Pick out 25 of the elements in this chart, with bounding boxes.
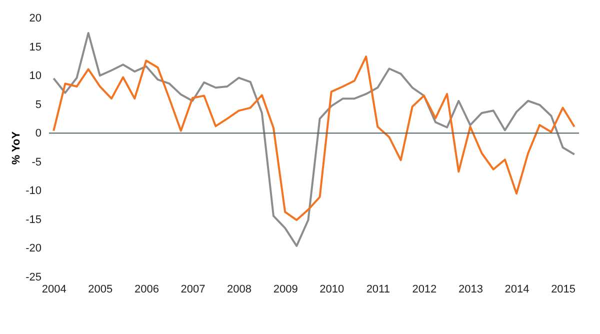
y-tick-label: -5	[32, 156, 42, 168]
line-series	[52, 56, 576, 222]
x-tick-label: 2008	[227, 284, 252, 296]
x-tick-label: 2004	[42, 284, 66, 296]
x-tick-label: 2011	[366, 284, 390, 296]
x-tick-label: 2010	[320, 284, 344, 296]
x-tick-label: 2005	[88, 284, 113, 296]
y-axis-title: % YoY	[10, 130, 23, 165]
y-tick-label: -15	[26, 214, 42, 226]
y-tick-label: 20	[29, 12, 42, 24]
x-tick-label: 2015	[551, 284, 576, 296]
x-tick-label: 2014	[504, 284, 530, 296]
y-tick-label: 10	[29, 70, 42, 82]
y-tick-label: -25	[26, 272, 42, 284]
x-tick-label: 2009	[273, 284, 298, 296]
y-tick-label: 15	[29, 41, 42, 54]
y-tick-label: -20	[26, 242, 42, 255]
x-tick-label: 2012	[412, 284, 437, 296]
line-series	[52, 32, 576, 247]
y-tick-label: 5	[35, 98, 42, 111]
x-tick-label: 2006	[134, 284, 159, 296]
x-tick-label: 2007	[180, 284, 206, 296]
y-tick-label: 0	[35, 128, 42, 140]
x-tick-label: 2013	[458, 284, 483, 296]
y-tick-label: -10	[26, 185, 42, 198]
